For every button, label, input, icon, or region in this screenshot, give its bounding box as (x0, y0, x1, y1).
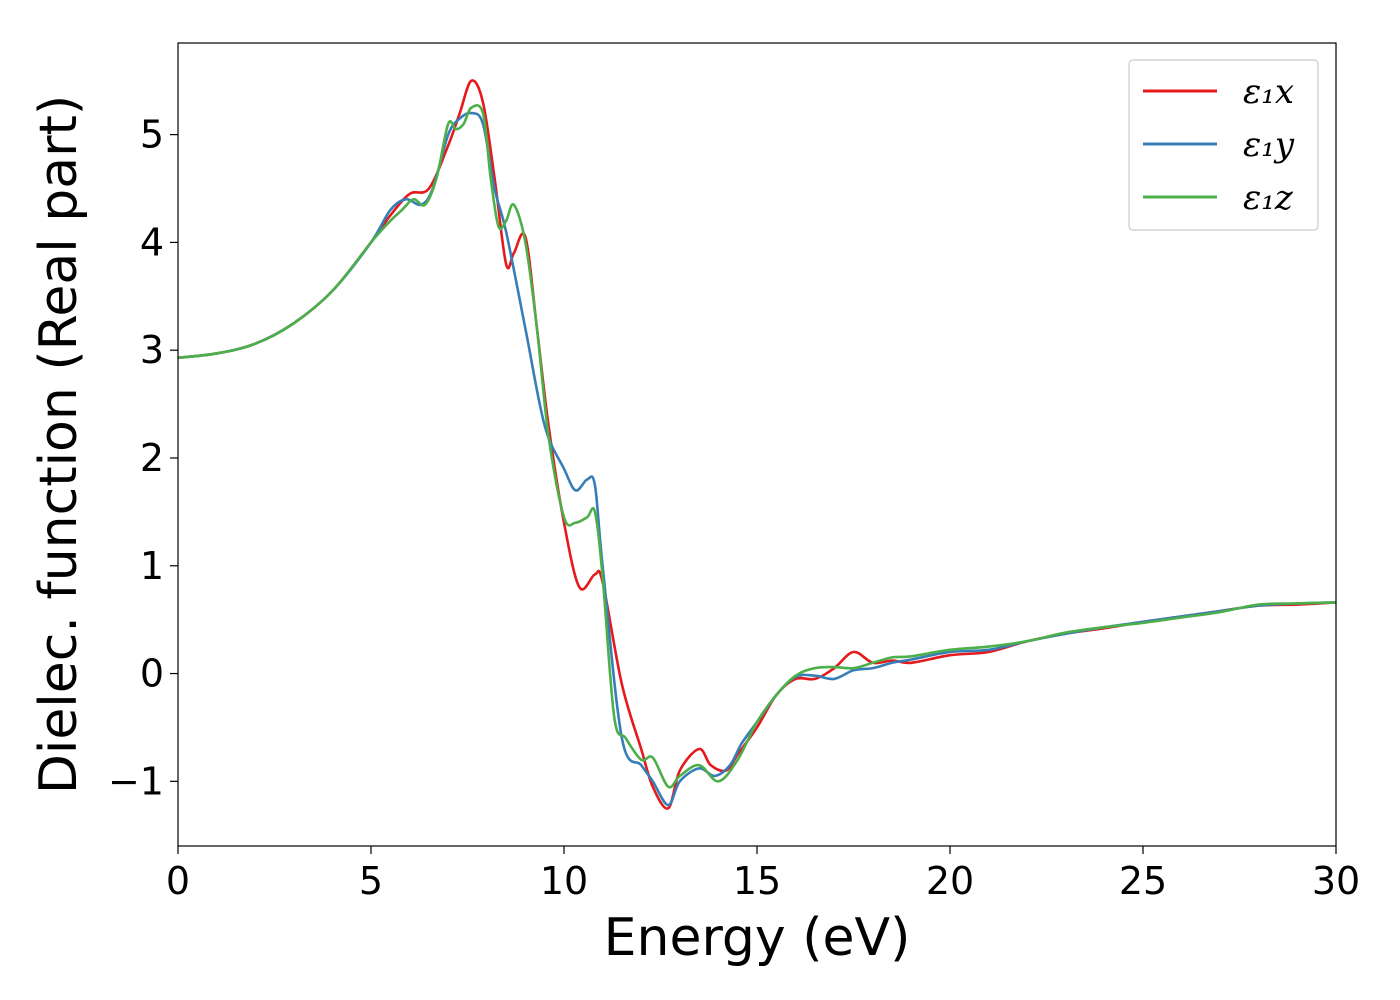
y-axis-label: Dielec. function (Real part) (29, 95, 89, 794)
x-tick-label: 15 (733, 859, 781, 903)
legend-label-z: ε₁z (1243, 178, 1294, 218)
legend: ε₁x ε₁y ε₁z (1128, 59, 1319, 231)
legend-label-x: ε₁x (1243, 72, 1294, 112)
y-tick-label: 1 (140, 544, 164, 588)
x-axis-ticks: 0 5 10 15 20 25 30 (166, 846, 1360, 903)
y-tick-label: 5 (140, 113, 164, 157)
plot-lines (177, 79, 1337, 810)
x-tick-label: 20 (926, 859, 974, 903)
y-axis-ticks: −1 0 1 2 3 4 5 (108, 113, 178, 803)
y-tick-label: 4 (140, 220, 164, 264)
y-tick-label: −1 (108, 759, 164, 803)
x-tick-label: 5 (359, 859, 383, 903)
x-axis-label: Energy (eV) (604, 908, 911, 968)
legend-box (1128, 59, 1319, 231)
x-tick-label: 30 (1312, 859, 1360, 903)
x-tick-label: 10 (540, 859, 588, 903)
series-line-x (177, 79, 1337, 810)
series-line-z (177, 104, 1337, 789)
y-tick-label: 0 (140, 652, 164, 696)
x-tick-label: 25 (1119, 859, 1167, 903)
y-tick-label: 3 (140, 328, 164, 372)
x-tick-label: 0 (166, 859, 190, 903)
y-tick-label: 2 (140, 436, 164, 480)
legend-label-y: ε₁y (1243, 125, 1295, 165)
